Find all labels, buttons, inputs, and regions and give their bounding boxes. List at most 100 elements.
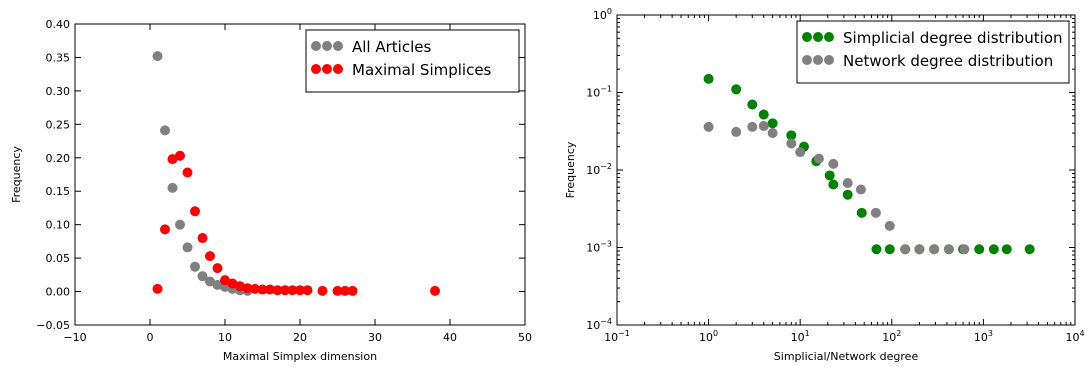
legend-marker bbox=[813, 55, 823, 65]
series-2 bbox=[152, 150, 440, 296]
data-point bbox=[287, 285, 298, 296]
data-point bbox=[943, 244, 954, 255]
data-point bbox=[900, 244, 911, 255]
data-point bbox=[212, 263, 223, 274]
data-point bbox=[190, 206, 200, 217]
series-1 bbox=[152, 51, 253, 296]
data-point bbox=[430, 285, 440, 296]
data-point bbox=[884, 244, 895, 255]
y-tick-label: 0.30 bbox=[46, 85, 71, 98]
data-point bbox=[884, 220, 895, 231]
y-axis-label: Frequency bbox=[10, 146, 23, 203]
axis-ticks: 10−1 100 101 102 103 104 10−4 10−3 10−2 10−1 100 bbox=[586, 7, 1084, 344]
data-point bbox=[703, 121, 714, 132]
data-point bbox=[871, 244, 882, 255]
y-axis-label: Frequency bbox=[564, 141, 577, 198]
x-tick-label: −10 bbox=[63, 331, 86, 344]
data-point bbox=[302, 285, 313, 296]
data-point bbox=[167, 182, 178, 193]
legend: Simplicial degree distribution Network de… bbox=[796, 20, 1070, 84]
series-1 bbox=[703, 73, 1035, 255]
y-tick-label: 100 bbox=[593, 7, 612, 22]
y-tick-label: 10−4 bbox=[586, 317, 612, 332]
legend-box bbox=[796, 20, 1070, 84]
x-tick-label: 101 bbox=[791, 329, 810, 344]
data-point bbox=[280, 285, 290, 296]
legend-label: Network degree distribution bbox=[843, 52, 1053, 70]
legend-label: All Articles bbox=[352, 38, 431, 56]
data-point bbox=[340, 285, 350, 296]
legend-marker bbox=[824, 55, 834, 65]
legend-marker bbox=[322, 41, 332, 51]
x-tick-label: 100 bbox=[699, 329, 718, 344]
data-point bbox=[182, 167, 193, 178]
legend-marker bbox=[322, 64, 332, 74]
data-point bbox=[190, 261, 200, 272]
data-point bbox=[828, 179, 839, 190]
legend-box bbox=[305, 29, 520, 93]
data-point bbox=[160, 125, 170, 136]
data-point bbox=[265, 284, 275, 295]
y-tick-label: 0.25 bbox=[46, 118, 71, 131]
data-point bbox=[959, 244, 970, 255]
x-axis-label: Maximal Simplex dimension bbox=[223, 350, 377, 363]
data-point bbox=[855, 184, 866, 195]
data-point bbox=[160, 224, 170, 235]
axis-ticks: −10 0 10 20 30 40 50 −0.05 0.00 0.05 0.10 0.15 0.20 0… bbox=[36, 18, 532, 344]
data-points bbox=[703, 73, 1035, 255]
data-point bbox=[175, 150, 185, 161]
data-point bbox=[731, 126, 742, 137]
data-point bbox=[758, 120, 769, 131]
data-point bbox=[212, 279, 223, 290]
data-point bbox=[856, 207, 867, 218]
legend-marker bbox=[333, 41, 343, 51]
data-point bbox=[703, 73, 714, 84]
x-tick-label: 50 bbox=[518, 331, 532, 344]
data-point bbox=[152, 283, 163, 294]
legend-label: Simplicial degree distribution bbox=[843, 29, 1063, 47]
data-point bbox=[747, 99, 758, 110]
x-tick-label: 30 bbox=[368, 331, 382, 344]
legend-marker bbox=[824, 32, 834, 42]
data-point bbox=[974, 244, 985, 255]
data-point bbox=[1001, 244, 1012, 255]
data-point bbox=[332, 285, 343, 296]
legend-label: Maximal Simplices bbox=[352, 61, 492, 79]
data-point bbox=[272, 285, 283, 296]
legend-marker bbox=[813, 32, 823, 42]
y-tick-label: 10−3 bbox=[586, 240, 612, 255]
data-point bbox=[182, 242, 193, 253]
data-point bbox=[731, 84, 742, 95]
data-point bbox=[175, 219, 185, 230]
y-tick-label: 0.15 bbox=[46, 185, 71, 198]
chart-degree-distribution: 10−1 100 101 102 103 104 10−4 10−3 10−2 10−1 100 Si… bbox=[564, 7, 1085, 363]
legend: All Articles Maximal Simplices bbox=[305, 29, 520, 93]
data-point bbox=[842, 189, 853, 200]
data-point bbox=[152, 51, 163, 62]
data-point bbox=[167, 154, 178, 165]
x-tick-label: 20 bbox=[293, 331, 307, 344]
data-points bbox=[152, 51, 440, 296]
data-point bbox=[795, 147, 806, 158]
data-point bbox=[929, 244, 940, 255]
data-point bbox=[758, 109, 769, 120]
data-point bbox=[828, 158, 839, 169]
x-tick-label: 10−1 bbox=[604, 329, 630, 344]
y-tick-label: 0.35 bbox=[46, 51, 71, 64]
data-point bbox=[786, 130, 797, 141]
data-point bbox=[1024, 244, 1035, 255]
data-point bbox=[295, 285, 305, 296]
data-point bbox=[767, 128, 778, 139]
legend-marker bbox=[311, 64, 321, 74]
data-point bbox=[197, 271, 208, 282]
data-point bbox=[813, 153, 824, 164]
data-point bbox=[242, 283, 253, 294]
y-tick-label: 10−1 bbox=[586, 85, 612, 100]
x-tick-label: 10 bbox=[218, 331, 232, 344]
data-point bbox=[988, 244, 999, 255]
data-point bbox=[786, 138, 797, 149]
data-point bbox=[914, 244, 925, 255]
x-tick-label: 102 bbox=[882, 329, 901, 344]
series-2 bbox=[703, 120, 970, 255]
